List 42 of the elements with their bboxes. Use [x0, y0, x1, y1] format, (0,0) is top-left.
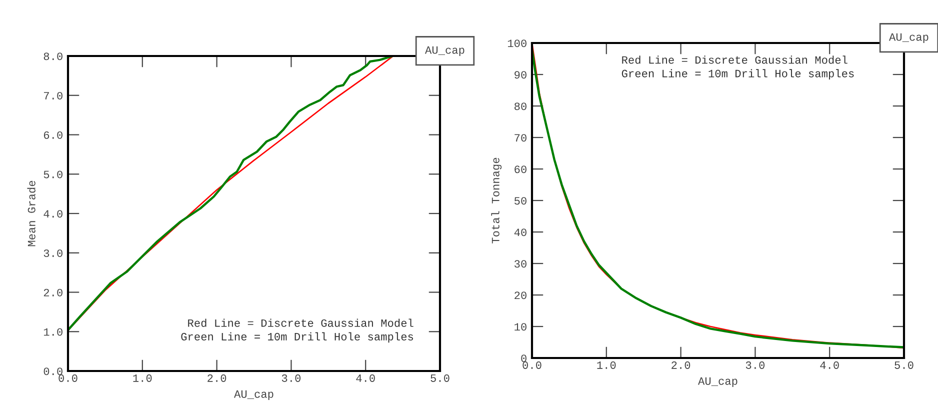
chart-title: AU_cap [424, 46, 464, 56]
x-tick-label: 2.0 [672, 361, 690, 369]
y-tick-label: 80 [514, 102, 526, 110]
y-tick-label: 10 [514, 323, 526, 331]
x-tick-label: 1.0 [133, 374, 152, 382]
x-tick-label: 5.0 [894, 361, 914, 369]
y-tick-label: 20 [514, 292, 526, 300]
y-axis-title: Mean Grade [27, 180, 36, 246]
x-tick-label: 0.0 [58, 374, 78, 382]
annotation: Red Line = Discrete Gaussian Model [622, 56, 848, 64]
x-tick-label: 2.0 [208, 374, 226, 382]
y-tick-label: 7.0 [44, 92, 62, 100]
x-axis-title: AU_cap [698, 377, 738, 388]
y-tick-label: 0.0 [44, 368, 62, 376]
x-tick-label: 4.0 [356, 374, 375, 382]
annotation: Green Line = 10m Drill Hole samples [622, 69, 854, 80]
y-tick-label: 100 [508, 40, 526, 48]
x-axis-title: AU_cap [234, 390, 274, 400]
y-tick-label: 0 [521, 354, 526, 362]
x-tick-label: 1.0 [597, 361, 616, 369]
y-tick-label: 3.0 [44, 249, 62, 258]
x-tick-label: 3.0 [746, 361, 765, 369]
y-tick-label: 1.0 [44, 328, 62, 336]
x-tick-label: 3.0 [282, 374, 301, 382]
y-tick-label: 6.0 [44, 131, 62, 139]
y-tick-label: 5.0 [44, 170, 62, 178]
x-tick-label: 4.0 [820, 361, 839, 369]
y-tick-label: 2.0 [44, 288, 62, 296]
x-tick-label: 0.0 [522, 361, 542, 369]
chart-title: AU_cap [888, 33, 928, 43]
y-tick-label: 30 [514, 260, 526, 268]
y-tick-label: 8.0 [44, 52, 62, 60]
y-axis-title: Total Tonnage [491, 158, 502, 244]
y-tick-label: 40 [514, 228, 526, 236]
y-tick-label: 90 [514, 71, 526, 79]
annotation: Green Line = 10m Drill Hole samples [181, 332, 414, 343]
annotation: Red Line = Discrete Gaussian Model [188, 318, 414, 327]
y-tick-label: 50 [514, 197, 526, 205]
y-tick-label: 70 [514, 134, 526, 142]
y-tick-label: 4.0 [44, 210, 62, 218]
x-tick-label: 5.0 [430, 374, 450, 382]
y-tick-label: 60 [514, 166, 526, 174]
